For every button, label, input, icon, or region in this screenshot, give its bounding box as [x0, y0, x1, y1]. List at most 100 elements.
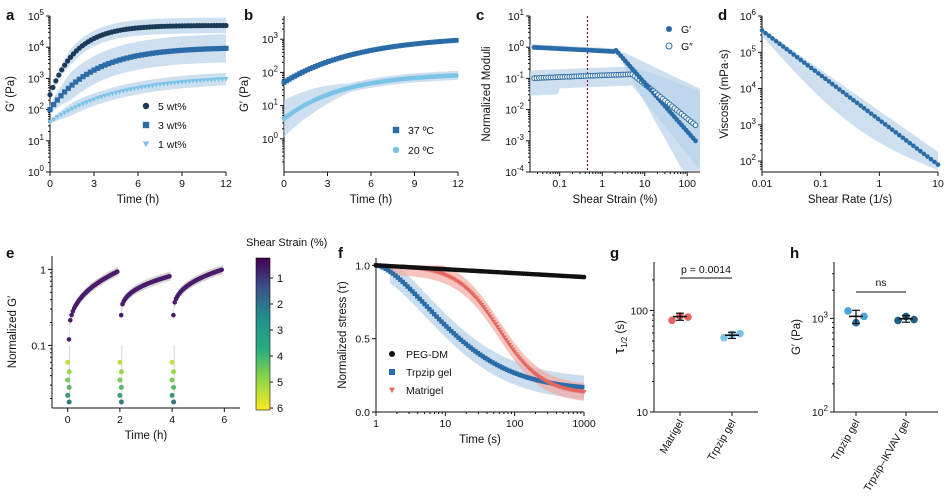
data-point: [406, 42, 412, 47]
panel-e: e 0 2 4 6 0.1 1 Time (h) Normalized G′: [6, 245, 240, 442]
data-point: [58, 93, 64, 99]
data-point: [399, 43, 404, 48]
data-point: [808, 65, 814, 71]
data-point: [500, 332, 505, 338]
data-point: [117, 359, 123, 365]
data-point: [51, 117, 57, 123]
y-axis-label: Normalized stress (τ): [337, 281, 349, 389]
data-point: [932, 159, 937, 165]
x-tick-label: 0: [65, 414, 71, 426]
data-point: [65, 377, 71, 383]
data-point: [73, 105, 79, 110]
y-axis-label: Normalized G′: [7, 296, 19, 368]
data-point: [153, 83, 159, 88]
data-point: [497, 364, 502, 369]
y-tick-label: 102: [262, 64, 279, 79]
data-point: [118, 312, 124, 318]
data-point: [886, 124, 892, 130]
significance-label: ns: [875, 277, 886, 289]
data-point: [400, 279, 405, 285]
data-point: [393, 273, 398, 278]
data-point: [405, 284, 410, 289]
data-point: [773, 38, 779, 44]
data-point: [142, 84, 148, 90]
data-point: [87, 69, 93, 75]
panel-b: b 0 3 6 9 12 100 101 102 103 Time (h) G′ (Pa) 37 ºC 2…: [239, 7, 464, 206]
data-point: [299, 69, 305, 75]
data-point: [759, 28, 765, 33]
data-point: [847, 95, 853, 100]
data-point: [190, 47, 196, 53]
data-point: [432, 39, 438, 45]
x-tick-label: 6: [135, 178, 141, 190]
data-point: [65, 392, 71, 398]
data-point: [429, 309, 435, 314]
data-point: [443, 38, 449, 44]
legend-label: G″: [681, 41, 693, 53]
data-point: [524, 374, 529, 380]
data-point: [463, 341, 468, 347]
data-point: [508, 345, 514, 350]
data-point: [483, 355, 488, 361]
y-tick-label: 0.0: [355, 407, 370, 419]
data-point: [312, 64, 318, 69]
data-point: [533, 377, 539, 383]
data-point: [812, 68, 818, 73]
data-point: [172, 48, 178, 54]
data-point: [305, 67, 310, 73]
x-tick-label: 9: [412, 178, 418, 190]
data-point: [419, 40, 425, 46]
data-point: [219, 77, 225, 82]
y-tick-label: 0.5: [355, 334, 370, 346]
data-point: [65, 359, 71, 365]
data-point: [692, 122, 699, 129]
data-point: [422, 301, 427, 307]
data-point: [281, 79, 287, 85]
data-point: [168, 48, 174, 54]
data-point: [510, 347, 516, 353]
data-point: [736, 329, 744, 338]
data-point: [512, 370, 517, 376]
data-point: [536, 378, 541, 383]
data-point: [297, 71, 303, 76]
data-point: [816, 71, 821, 76]
data-point: [432, 311, 437, 317]
data-point: [161, 49, 167, 55]
data-point: [475, 350, 481, 356]
data-point: [844, 307, 852, 315]
data-point: [872, 113, 877, 119]
data-point: [175, 80, 181, 86]
y-tick-label: 100: [508, 39, 525, 54]
panel-letter-g: g: [610, 245, 619, 262]
data-point: [385, 268, 391, 273]
data-point: [485, 357, 490, 362]
colorbar-tick-label: 4: [277, 351, 283, 363]
data-point: [54, 97, 60, 103]
data-point: [51, 102, 57, 108]
y-tick-label: 105: [28, 8, 45, 23]
data-point: [135, 85, 141, 91]
data-point: [161, 82, 167, 87]
data-point: [66, 369, 72, 375]
data-point: [157, 82, 163, 88]
data-point: [383, 45, 389, 51]
data-point: [419, 299, 425, 304]
data-point: [171, 399, 177, 405]
x-tick-label: 12: [220, 178, 232, 190]
data-point: [401, 42, 407, 48]
data-point: [911, 143, 916, 149]
data-point: [458, 337, 464, 342]
data-point: [117, 89, 123, 95]
data-point: [65, 108, 71, 114]
x-tick-label: 10: [439, 418, 451, 430]
data-point: [197, 78, 203, 84]
y-tick-label: 103: [740, 117, 757, 132]
data-point: [422, 40, 428, 46]
data-point: [186, 79, 192, 85]
data-point: [504, 367, 510, 372]
y-axis-label: τ1/2 (s): [611, 320, 629, 354]
data-point: [95, 65, 101, 71]
x-tick-label: Matrigel: [658, 418, 687, 456]
data-point: [370, 47, 376, 53]
